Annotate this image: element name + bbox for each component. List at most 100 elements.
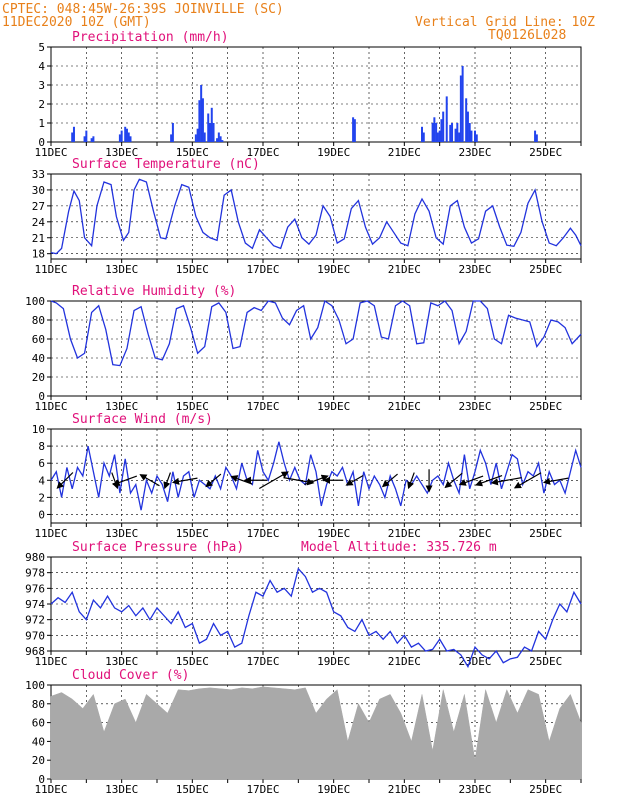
cloud-ytick-label: 60 xyxy=(32,717,45,730)
precip-xtick-label: 13DEC xyxy=(105,146,138,159)
pres-xtick-label: 19DEC xyxy=(317,655,350,668)
precip-title: Precipitation (mm/h) xyxy=(72,30,229,45)
precip-xtick-label: 25DEC xyxy=(529,146,562,159)
precip-bar xyxy=(433,117,436,142)
precip-bar xyxy=(127,132,130,142)
header-code: TQ0126L028 xyxy=(488,28,566,43)
temp-ytick-label: 21 xyxy=(32,232,45,245)
wind-vector-arrow xyxy=(381,473,398,488)
wind-vector-arrow xyxy=(444,472,463,489)
wind-panel: 0 2 4 6 8 10 11DEC 13DEC 15DEC 17DEC 19DEC 21DEC 23D… xyxy=(32,412,582,540)
precip-bar xyxy=(442,111,445,142)
wind-ytick-label: 10 xyxy=(32,423,45,436)
wind-xtick-label: 13DEC xyxy=(105,527,138,540)
precip-bar xyxy=(438,130,441,142)
temp-title: Surface Temperature (nC) xyxy=(72,157,260,172)
rh-ytick-label: 40 xyxy=(32,352,45,365)
precip-bar xyxy=(221,140,224,142)
precip-bar xyxy=(71,132,74,142)
pres-series-line xyxy=(50,567,582,669)
precip-bar xyxy=(83,136,86,142)
pres-panel: 968 970 972 974 976 978 980 11DEC 13DEC 15DEC 17DE… xyxy=(25,540,582,669)
precip-ytick-label: 3 xyxy=(38,79,45,92)
wind-xtick-label: 25DEC xyxy=(529,527,562,540)
precip-bar xyxy=(352,117,355,142)
cloud-xtick-label: 21DEC xyxy=(388,783,421,796)
pres-xtick-label: 13DEC xyxy=(105,655,138,668)
pres-ytick-label: 968 xyxy=(25,645,45,658)
precip-bar xyxy=(451,123,454,142)
rh-xtick-label: 11DEC xyxy=(34,400,67,413)
rh-ytick-label: 100 xyxy=(25,295,45,308)
precip-bar xyxy=(470,130,473,142)
precip-bar xyxy=(466,111,469,142)
temp-plot-area xyxy=(50,173,582,260)
wind-ytick-label: 8 xyxy=(38,440,45,453)
temp-ytick-label: 18 xyxy=(32,248,45,261)
pres-ytick-label: 978 xyxy=(25,567,45,580)
precip-bar xyxy=(422,132,425,142)
wind-vector-arrow xyxy=(475,475,503,487)
precip-ytick-label: 2 xyxy=(38,98,45,111)
precip-bar xyxy=(535,134,538,142)
rh-ytick-label: 0 xyxy=(38,390,45,403)
precip-bar xyxy=(120,130,123,142)
wind-vector-arrow xyxy=(112,475,138,486)
precip-ytick-label: 4 xyxy=(38,60,45,73)
precip-bar xyxy=(170,134,173,142)
rh-ytick-label: 80 xyxy=(32,314,45,327)
precip-bar xyxy=(440,119,443,142)
precip-bar xyxy=(454,128,457,142)
temp-ytick-label: 27 xyxy=(32,200,45,213)
precip-bar xyxy=(129,136,132,142)
precip-xtick-label: 17DEC xyxy=(246,146,279,159)
precip-bar xyxy=(219,136,222,142)
temp-xtick-label: 21DEC xyxy=(388,263,421,276)
wind-ytick-label: 0 xyxy=(38,508,45,521)
header-grid-note: Vertical Grid Line: 10Z xyxy=(415,15,595,30)
precip-bar xyxy=(85,130,88,142)
wind-xtick-label: 19DEC xyxy=(317,527,350,540)
precip-bar xyxy=(207,113,210,142)
precip-bar xyxy=(431,123,434,142)
precip-bar xyxy=(475,134,478,142)
rh-xtick-label: 13DEC xyxy=(105,400,138,413)
temp-panel: 18 21 24 27 30 33 11DEC 13DEC 15DEC 17DEC 19DEC 21D… xyxy=(32,157,582,276)
precip-bar xyxy=(459,75,462,142)
header-line2: 11DEC2020 10Z (GMT) xyxy=(2,15,151,30)
wind-vector-arrow xyxy=(542,477,569,485)
rh-xtick-label: 21DEC xyxy=(388,400,421,413)
wind-ytick-label: 4 xyxy=(38,474,45,487)
rh-xtick-label: 17DEC xyxy=(246,400,279,413)
cloud-ytick-label: 80 xyxy=(32,698,45,711)
rh-panel: 0 20 40 60 80 100 11DEC 13DEC 15DEC 17DEC 19DEC 21D… xyxy=(25,284,582,413)
precip-bar xyxy=(534,130,537,142)
temp-xtick-label: 13DEC xyxy=(105,263,138,276)
wind-vector-arrow xyxy=(56,472,74,489)
wind-xtick-label: 21DEC xyxy=(388,527,421,540)
wind-vector-arrow xyxy=(458,475,484,486)
cloud-xtick-label: 11DEC xyxy=(34,783,67,796)
rh-xtick-label: 25DEC xyxy=(529,400,562,413)
precip-bar xyxy=(212,123,215,142)
wind-xtick-label: 17DEC xyxy=(246,527,279,540)
precip-bar xyxy=(421,126,423,142)
cloud-panel: 0 20 40 60 80 100 11DEC 13DEC 15DEC 17DEC 19DEC 21D… xyxy=(25,668,582,796)
wind-xtick-label: 15DEC xyxy=(176,527,209,540)
precip-bar xyxy=(216,138,219,142)
wind-vector-arrow xyxy=(139,474,160,487)
pres-ytick-label: 976 xyxy=(25,582,45,595)
precip-bar xyxy=(124,126,127,142)
precip-bar xyxy=(72,126,75,142)
precip-bar xyxy=(436,132,439,142)
precip-bar xyxy=(445,96,448,142)
rh-title: Relative Humidity (%) xyxy=(72,284,236,299)
cloud-xtick-label: 17DEC xyxy=(246,783,279,796)
precip-bar xyxy=(461,66,464,142)
pres-ytick-label: 974 xyxy=(25,598,45,611)
precip-ytick-label: 5 xyxy=(38,41,45,54)
precip-bar xyxy=(194,134,197,142)
wind-vector-arrow xyxy=(259,471,289,490)
wind-vector-arrow xyxy=(205,473,222,488)
